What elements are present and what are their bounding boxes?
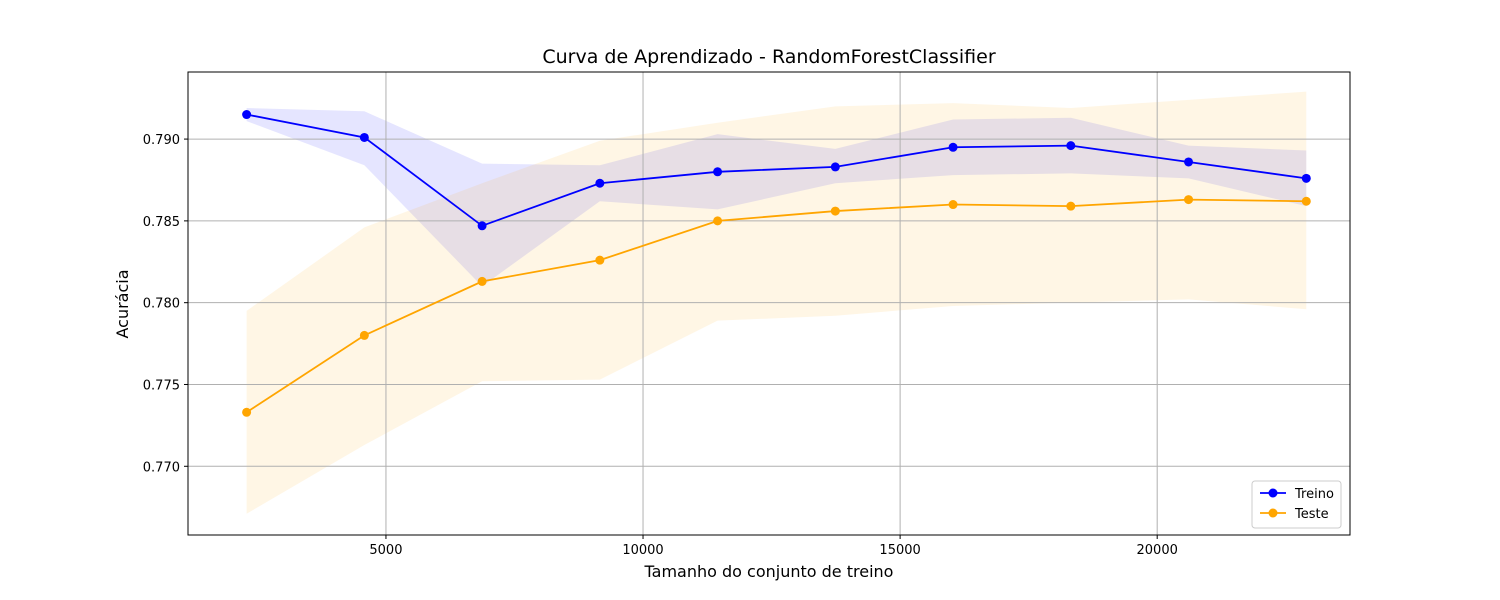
data-point-teste <box>1301 196 1311 206</box>
data-point-treino <box>242 110 252 120</box>
data-point-treino <box>359 132 369 142</box>
data-point-teste <box>595 255 605 265</box>
series-line-teste <box>246 198 1307 414</box>
grid-lines <box>188 72 1350 535</box>
data-point-teste <box>948 200 958 210</box>
legend-label-teste: Teste <box>1294 507 1329 522</box>
chart-title: Curva de Aprendizado - RandomForestClass… <box>542 46 995 68</box>
data-point-treino <box>595 178 605 188</box>
series-line-treino <box>246 113 1307 227</box>
data-point-teste <box>1184 195 1194 205</box>
data-point-teste <box>477 276 487 286</box>
x-tick-label: 20000 <box>1137 543 1178 558</box>
y-tick-label: 0.790 <box>143 133 180 148</box>
series-lines <box>246 113 1307 414</box>
x-axis-ticks: 5000 10000 15000 20000 <box>369 535 1178 558</box>
x-axis-label: Tamanho do conjunto de treino <box>644 562 894 581</box>
band-0 <box>246 107 1307 287</box>
data-point-treino <box>1066 141 1076 151</box>
data-point-treino <box>1184 157 1194 167</box>
x-tick-label: 10000 <box>622 543 663 558</box>
legend-label-treino: Treino <box>1294 487 1334 502</box>
data-point-teste <box>242 407 252 417</box>
data-point-treino <box>948 142 958 152</box>
y-tick-label: 0.770 <box>143 460 180 475</box>
legend: Treino Teste <box>1251 480 1342 529</box>
y-axis-ticks: 0.770 0.775 0.780 0.785 0.790 <box>143 133 188 475</box>
x-tick-label: 15000 <box>879 543 920 558</box>
data-point-treino <box>1301 173 1311 183</box>
legend-marker-treino <box>1268 488 1278 498</box>
y-tick-label: 0.785 <box>143 215 180 230</box>
data-point-teste <box>713 216 723 226</box>
data-point-treino <box>477 221 487 231</box>
series-points <box>242 110 1311 417</box>
y-tick-label: 0.780 <box>143 297 180 312</box>
plot-frame <box>187 71 1351 536</box>
y-axis-label: Acurácia <box>113 269 132 338</box>
legend-marker-teste <box>1268 508 1278 518</box>
data-point-teste <box>830 206 840 216</box>
data-point-teste <box>359 330 369 340</box>
data-point-teste <box>1066 201 1076 211</box>
x-tick-label: 5000 <box>369 543 402 558</box>
data-point-treino <box>830 162 840 172</box>
y-tick-label: 0.775 <box>143 378 180 393</box>
data-point-treino <box>713 167 723 177</box>
